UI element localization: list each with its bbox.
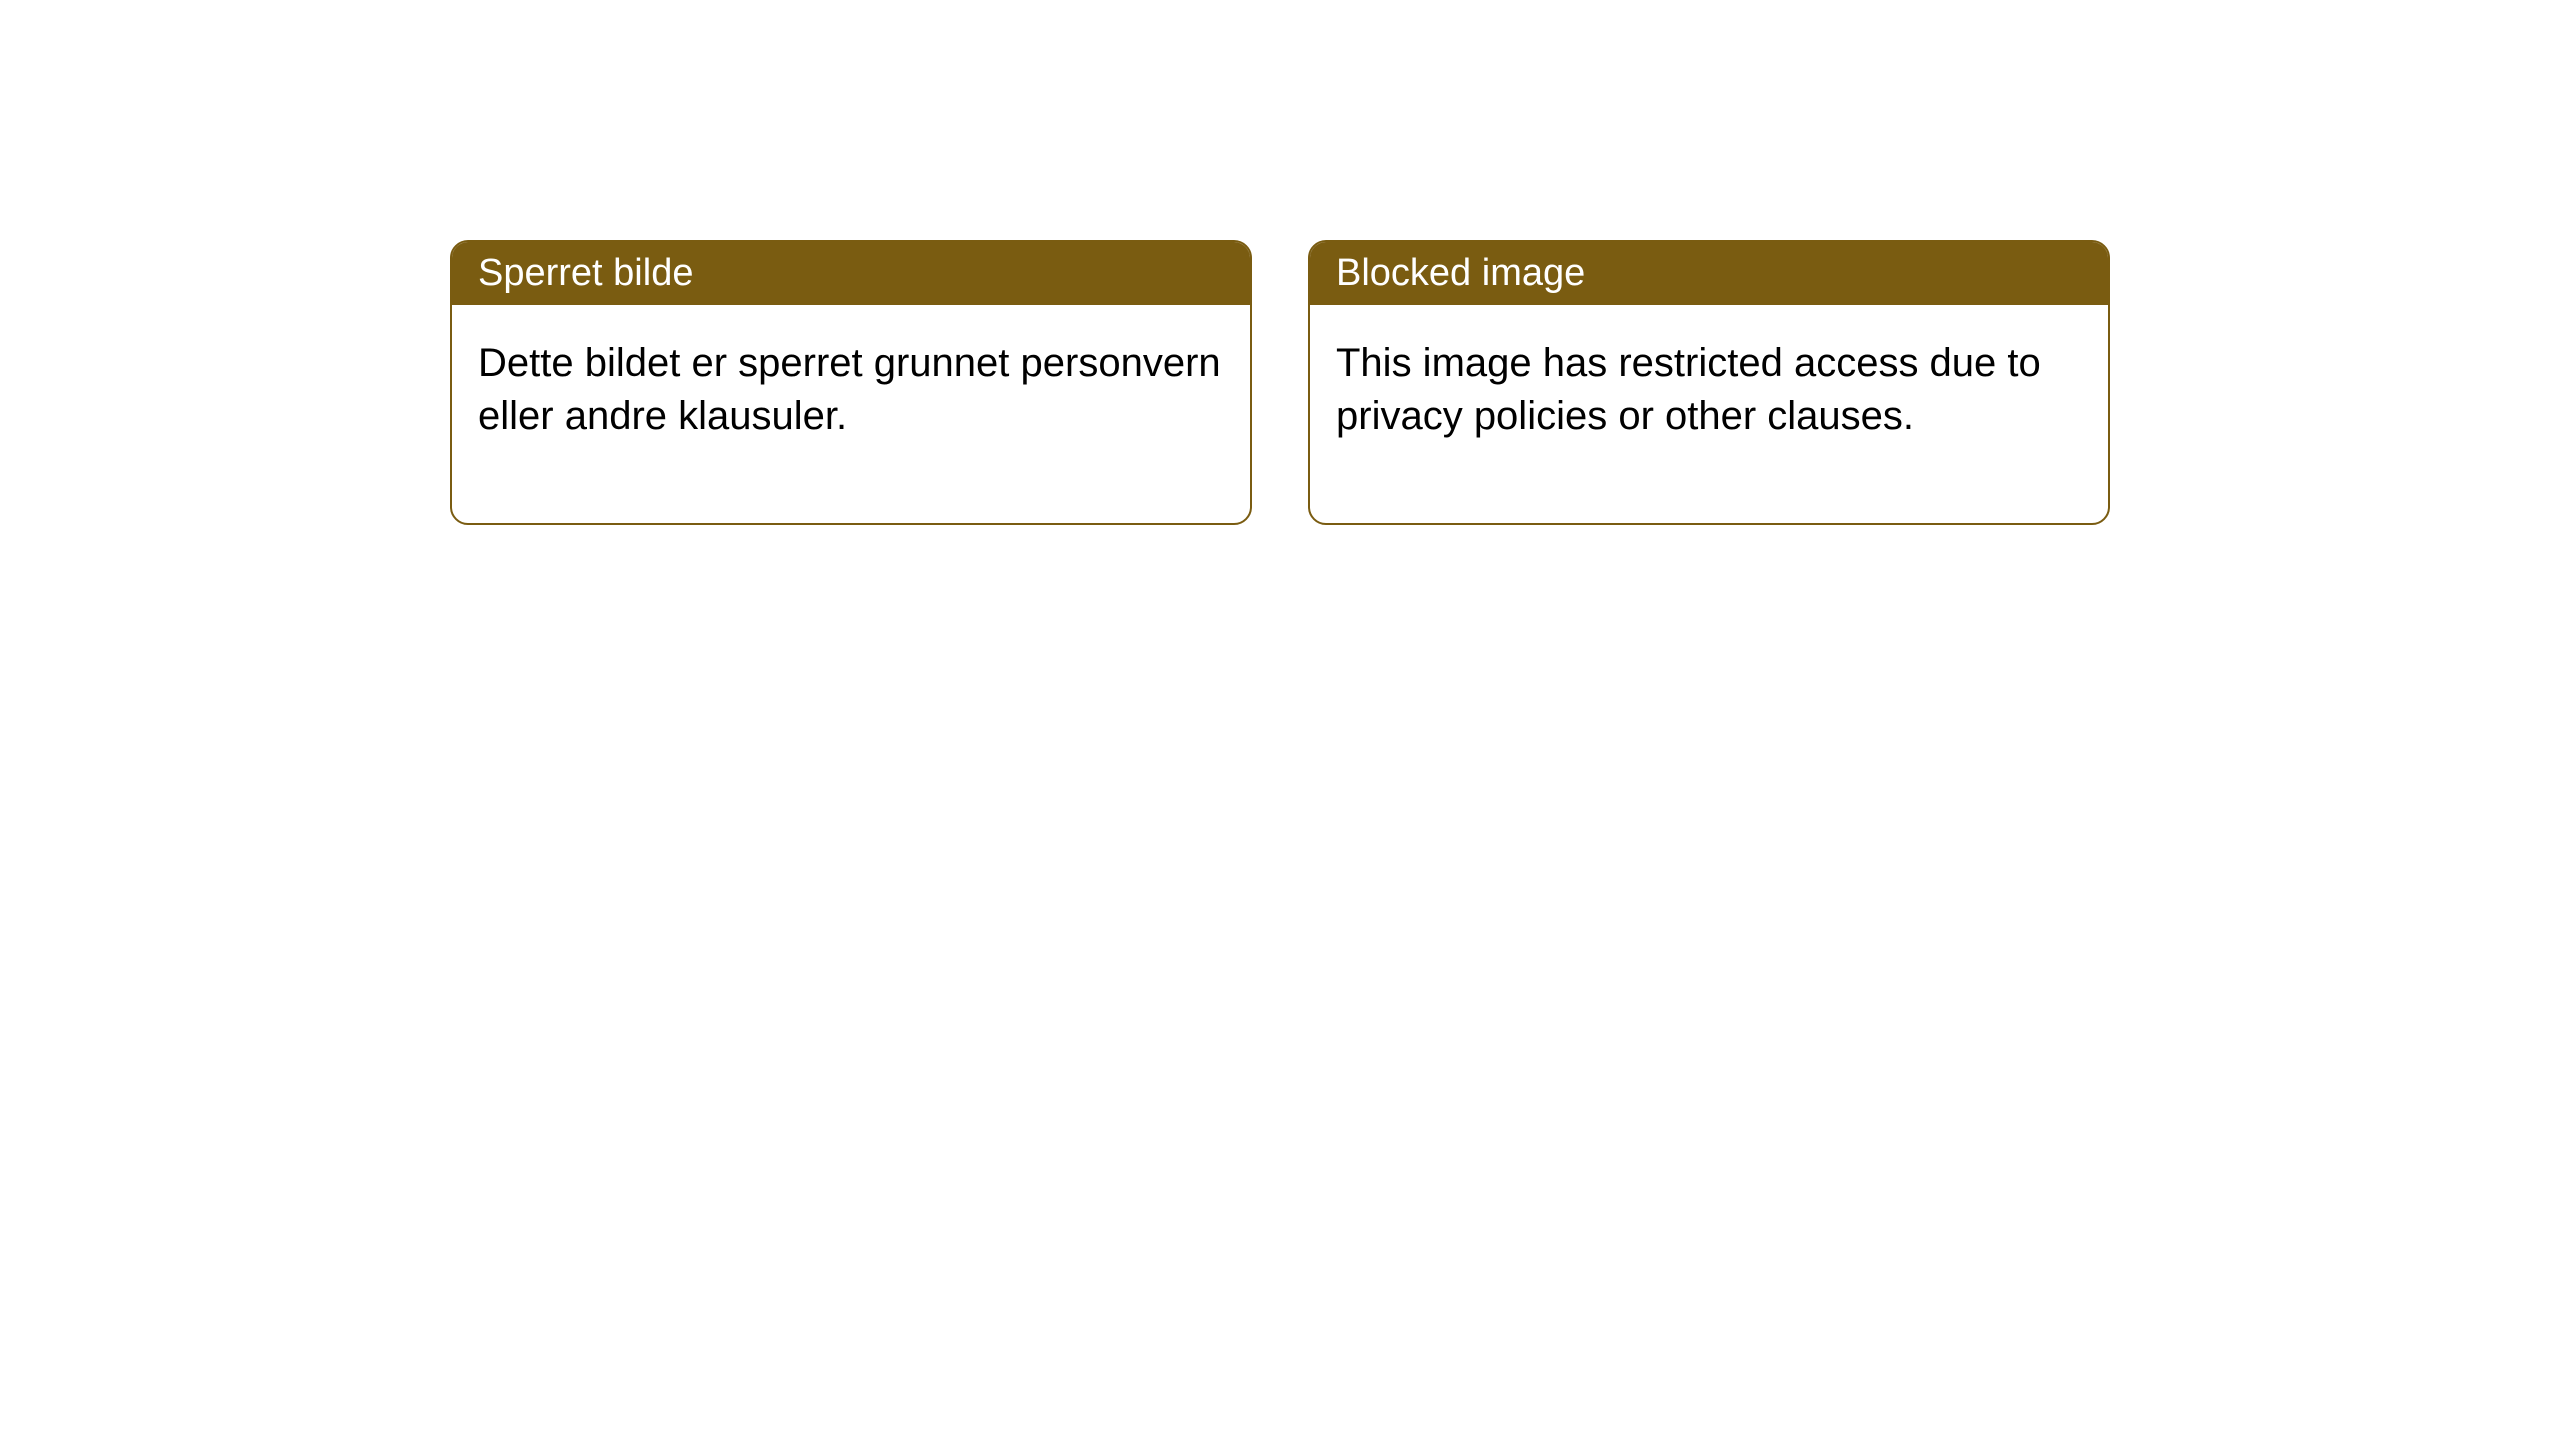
notice-body-norwegian: Dette bildet er sperret grunnet personve… [452, 305, 1250, 523]
notice-card-english: Blocked image This image has restricted … [1308, 240, 2110, 525]
notice-container: Sperret bilde Dette bildet er sperret gr… [450, 240, 2110, 525]
notice-card-norwegian: Sperret bilde Dette bildet er sperret gr… [450, 240, 1252, 525]
notice-body-english: This image has restricted access due to … [1310, 305, 2108, 523]
notice-title-english: Blocked image [1310, 242, 2108, 305]
notice-title-norwegian: Sperret bilde [452, 242, 1250, 305]
